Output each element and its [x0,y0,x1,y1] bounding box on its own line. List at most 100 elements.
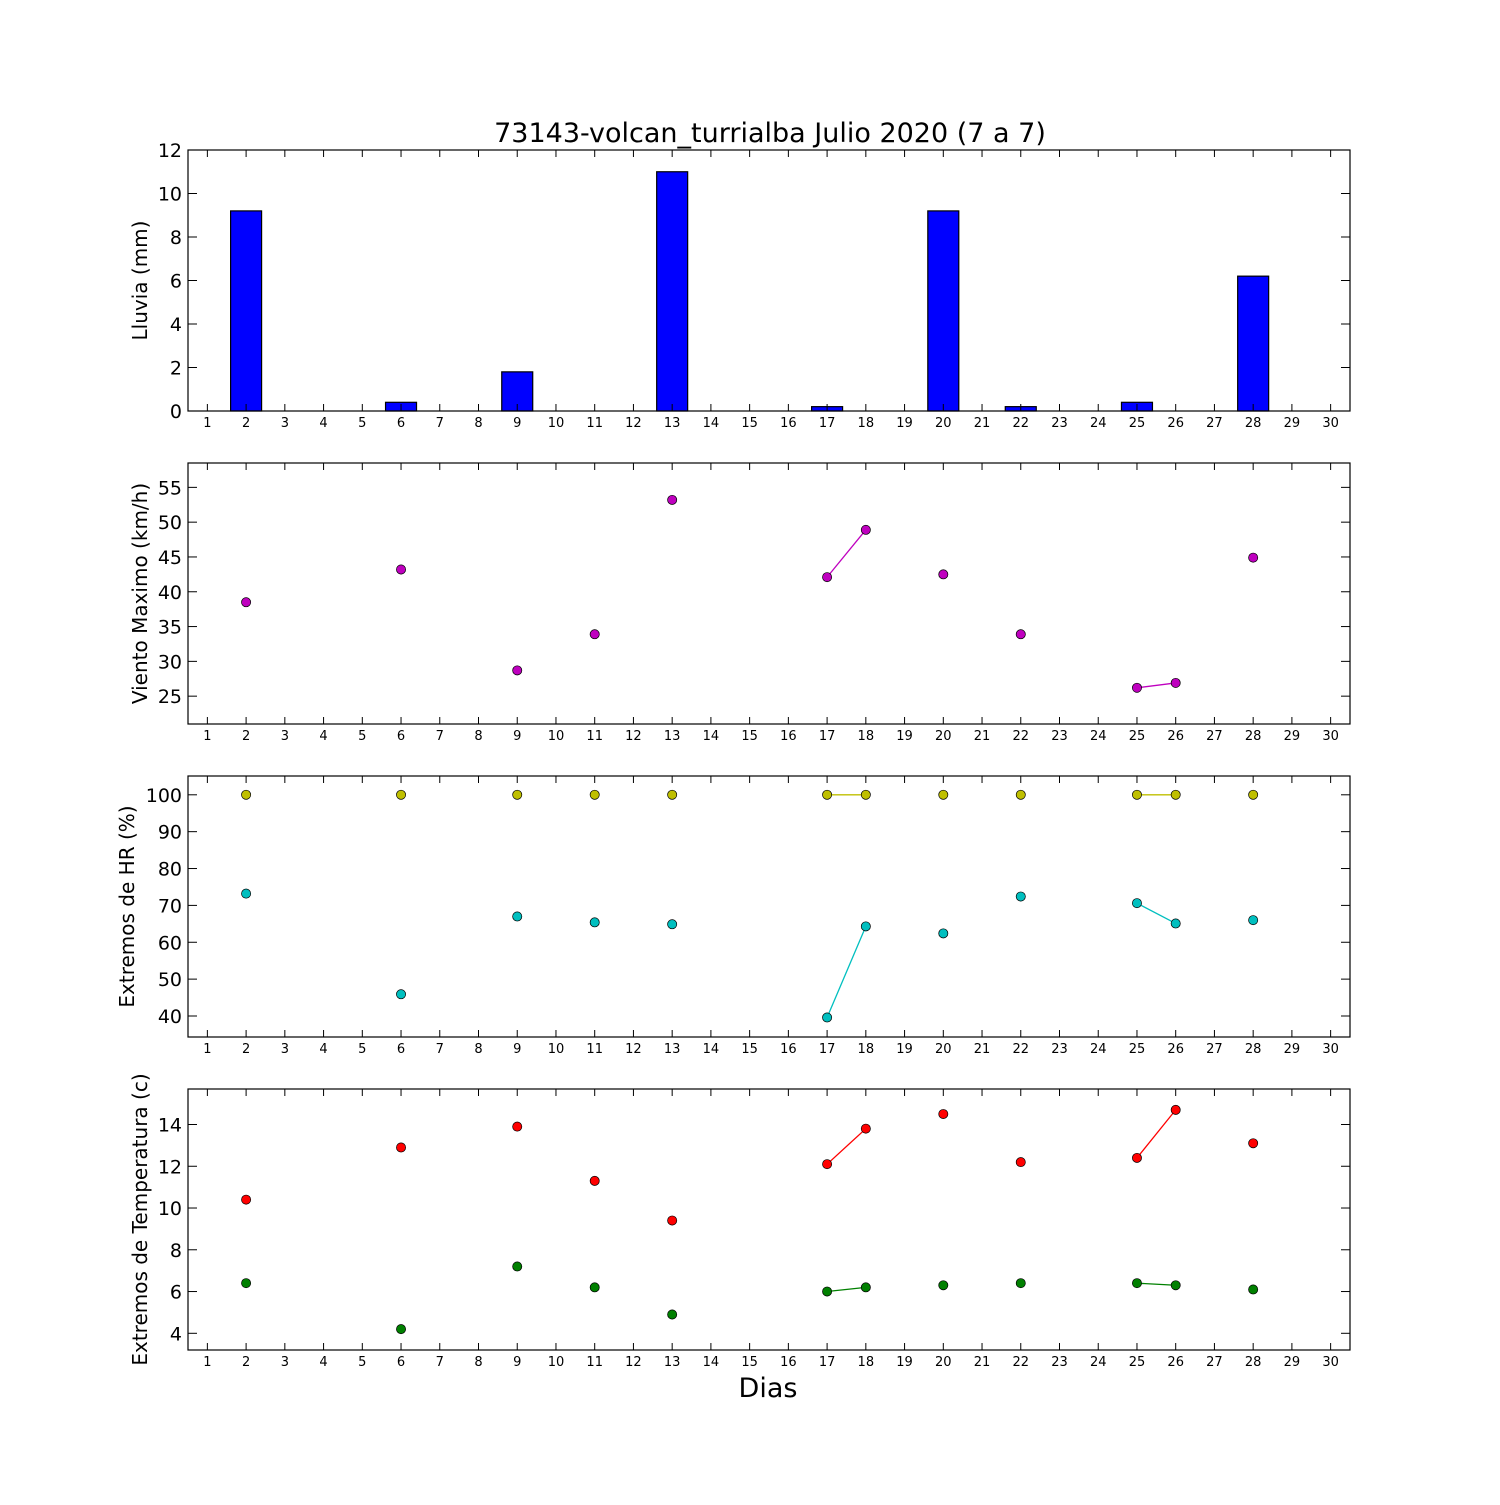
x-tick-label: 3 [281,1042,289,1057]
x-tick-label: 27 [1206,729,1223,744]
y-tick-label: 8 [170,227,182,249]
series-1-point-day-13 [667,494,678,505]
series-2-point-day-18 [860,1282,871,1293]
x-tick-label: 21 [974,416,991,431]
x-tick-label: 13 [664,1355,681,1370]
subplot-2: 1 2 3 4 5 6 7 8 9 10 11 12 13 14 15 16 17 18 19 20 21 22 23 24 2… [128,462,1351,744]
bar-day-2 [230,210,263,412]
x-tick-label: 2 [242,729,250,744]
x-tick-label: 24 [1090,1042,1107,1057]
series-1-point-day-9 [512,1121,523,1132]
x-tick-label: 10 [548,1042,565,1057]
subplot-group: 1 2 3 4 5 6 7 8 9 10 11 12 13 14 15 16 17 18 19 20 21 22 23 24 2… [115,140,1351,1370]
x-tick-label: 30 [1322,1042,1339,1057]
x-tick-label: 5 [358,416,366,431]
x-tick-label: 2 [242,1355,250,1370]
x-tick-label: 14 [703,416,720,431]
x-tick-label: 10 [548,416,565,431]
y-tick-label: 14 [158,1114,182,1136]
series-1-point-day-18 [860,524,871,535]
x-tick-label: 20 [935,416,952,431]
series-2-point-day-26 [1170,918,1181,929]
y-tick-label: 10 [158,1198,182,1220]
y-tick-label: 35 [158,617,182,639]
series-1-point-day-26 [1170,1104,1181,1115]
x-tick-label: 9 [513,416,521,431]
x-tick-label: 23 [1051,1042,1068,1057]
series-1-point-day-20 [938,789,949,800]
series-1-segment [826,529,867,578]
x-tick-label: 9 [513,1042,521,1057]
x-tick-label: 16 [780,1355,797,1370]
y-tick-label: 40 [158,1006,182,1028]
series-1-point-day-11 [589,629,600,640]
x-tick-label: 12 [625,416,642,431]
x-tick-label: 6 [397,1355,405,1370]
series-2-point-day-6 [396,989,406,1000]
x-tick-label: 27 [1206,1042,1223,1057]
bar-day-13 [656,171,689,412]
series-1-point-day-22 [1015,789,1026,800]
series-2-point-day-25 [1132,1278,1142,1289]
x-tick-label: 11 [586,416,603,431]
y-tick-label: 12 [158,1156,182,1178]
y-tick-label: 2 [170,358,182,380]
y-axis-label: Viento Maximo (km/h) [128,483,152,704]
x-tick-label: 26 [1167,416,1184,431]
x-tick-label: 18 [858,416,875,431]
subplot-3: 1 2 3 4 5 6 7 8 9 10 11 12 13 14 15 16 17 18 19 20 21 22 23 24 2… [115,775,1351,1057]
x-tick-label: 23 [1051,416,1068,431]
x-tick-label: 22 [1012,1355,1029,1370]
x-tick-label: 16 [780,729,797,744]
x-tick-label: 8 [474,729,482,744]
y-tick-label: 55 [158,477,182,499]
y-tick-label: 4 [170,314,182,336]
x-tick-label: 29 [1284,416,1301,431]
x-tick-label: 8 [474,416,482,431]
series-2-segment [1136,902,1177,925]
x-tick-label: 24 [1090,416,1107,431]
y-tick-label: 50 [158,512,182,534]
x-tick-label: 15 [741,416,758,431]
series-2-point-day-22 [1015,891,1026,902]
y-tick-label: 10 [158,184,182,206]
y-tick-label: 4 [170,1323,182,1345]
series-1-segment [826,1128,867,1165]
x-tick-label: 12 [625,729,642,744]
series-2-segment [1136,1282,1176,1286]
series-1-point-day-25 [1132,1152,1142,1163]
x-tick-label: 5 [358,1355,366,1370]
x-tick-label: 28 [1245,729,1262,744]
x-tick-label: 1 [203,729,211,744]
x-tick-label: 7 [436,416,444,431]
series-2-point-day-20 [938,928,949,939]
series-2-point-day-28 [1248,915,1259,926]
x-tick-label: 8 [474,1355,482,1370]
series-2-point-day-2 [241,1278,252,1289]
series-2-point-day-11 [589,1282,600,1293]
y-tick-label: 8 [170,1240,182,1262]
x-tick-label: 4 [319,1042,327,1057]
y-axis-label: Lluvia (mm) [128,221,152,341]
x-tick-label: 7 [436,729,444,744]
x-tick-label: 21 [974,729,991,744]
x-tick-label: 27 [1206,1355,1223,1370]
series-1-point-day-25 [1132,789,1142,800]
x-tick-label: 9 [513,729,521,744]
x-tick-label: 11 [586,729,603,744]
x-tick-label: 13 [664,1042,681,1057]
series-2-segment [827,1286,866,1293]
bar-day-28 [1237,275,1270,412]
y-tick-label: 50 [158,969,182,991]
x-tick-label: 26 [1167,729,1184,744]
x-tick-label: 12 [625,1355,642,1370]
series-1-point-day-28 [1248,552,1259,563]
y-tick-label: 100 [146,785,182,807]
y-tick-label: 80 [158,859,182,881]
x-tick-label: 1 [203,416,211,431]
series-1-point-day-2 [241,597,252,608]
series-1-point-day-26 [1170,789,1181,800]
x-tick-label: 18 [858,729,875,744]
bar-day-20 [927,210,960,412]
